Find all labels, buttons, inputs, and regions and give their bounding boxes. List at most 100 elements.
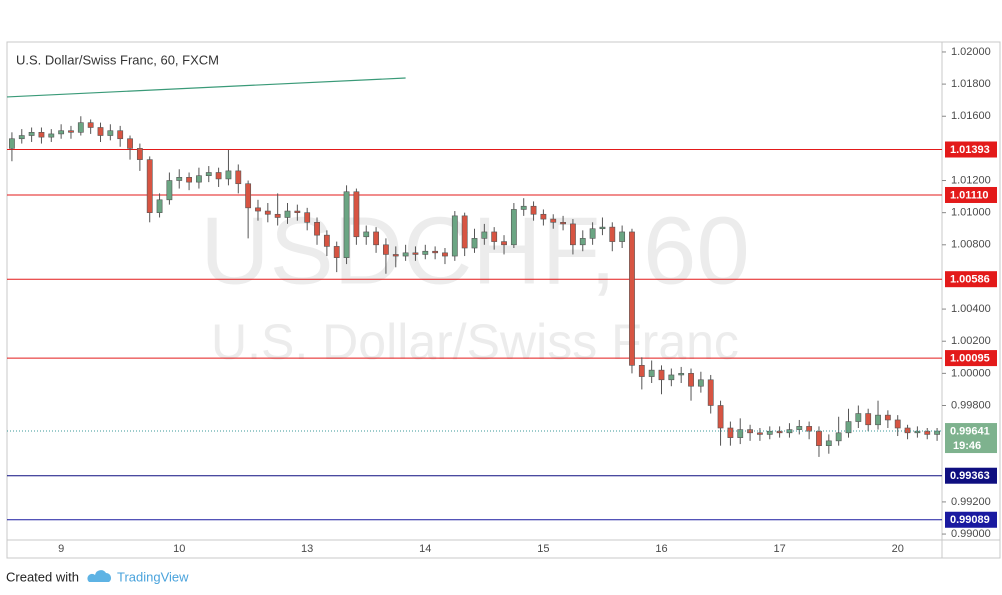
candle-body [697,379,704,387]
candle-body [786,429,793,434]
candle-body [884,414,891,421]
candle-body [727,427,734,438]
candle-body [491,231,498,242]
watermark-subtitle: U.S. Dollar/Swiss Franc [211,314,739,370]
trend-line [6,77,406,98]
candle-body [176,177,183,181]
candle-body [796,426,803,430]
candle-body [215,172,222,180]
logo-icon[interactable] [87,570,112,582]
candle-body [166,180,173,201]
candle-body [58,130,65,135]
y-tick-label: 0.99800 [951,399,991,411]
candle-body [432,250,439,254]
candle-body [333,246,340,258]
candle-body [865,413,872,426]
x-tick-label: 14 [419,543,431,555]
level-label: 1.01110 [950,189,989,201]
candle-body [107,130,114,136]
candle-body [629,231,635,366]
x-tick-label: 13 [301,543,313,555]
level-label-box [945,467,997,484]
candle-body [264,210,271,215]
candle-body [806,426,813,432]
level-label-box [945,271,997,288]
y-tick-label: 0.99200 [951,496,991,508]
candle-body [274,213,281,218]
candle-body [688,373,694,387]
candle-body [117,130,124,140]
candle-body [747,429,753,434]
tradingview-logo[interactable]: TradingView [87,569,189,584]
candle-body [235,170,242,185]
candle-body [97,127,104,136]
candle-body [501,241,507,246]
candle-body [48,133,55,138]
last-price-label: 0.99641 [950,425,990,437]
candle-body [668,374,675,381]
countdown-label: 19:46 [953,440,981,452]
candle-body [87,122,94,128]
y-tick-label: 1.00200 [951,335,991,347]
candle-body [383,244,389,255]
y-tick-label: 1.00400 [951,303,991,315]
candle-body [914,430,921,434]
candle-body [589,228,596,239]
candle-body [658,369,665,381]
candle-body [196,175,202,183]
candle-body [343,191,350,258]
candle-body [255,207,261,212]
candle-body [363,231,370,238]
candle-body [530,205,537,215]
candle-body [766,430,773,435]
candle-body [127,138,133,149]
x-tick-label: 10 [173,543,185,555]
x-tick-label: 20 [892,543,904,555]
candle-body [323,234,330,247]
candle-body [225,170,232,180]
candle-body [707,379,714,406]
footer-brand[interactable]: TradingView [117,569,189,584]
y-tick-label: 1.01800 [951,78,991,90]
candle-body [18,135,25,140]
candle-body [599,226,606,230]
candle-body [402,252,409,257]
candle-body [412,252,419,255]
candle-body [186,177,192,183]
candle-body [68,130,74,133]
candle-body [205,172,212,176]
candle-body [638,365,645,377]
candle-body [579,238,586,246]
chart-title: U.S. Dollar/Swiss Franc, 60, FXCM [16,52,219,67]
candle-body [284,210,291,218]
level-label: 1.00095 [950,352,990,364]
candle-body [825,440,832,446]
level-label: 1.00586 [950,274,990,286]
y-tick-label: 1.01200 [951,174,991,186]
candle-body [717,405,724,429]
candle-body [245,183,252,209]
candle-body [816,430,822,446]
level-label-box [945,186,997,203]
candle-body [451,215,458,257]
level-label-box [945,511,997,528]
x-tick-label: 15 [537,543,549,555]
footer-created: Created with [6,569,79,584]
candle-body [737,429,744,438]
candle-body [540,213,547,220]
last-price-box [945,423,997,454]
candle-body [510,209,517,246]
x-tick-label: 17 [773,543,785,555]
candle-body [373,231,379,246]
candle-body [156,199,163,213]
x-tick-label: 16 [655,543,667,555]
candle-body [934,430,940,435]
candle-body [9,138,15,149]
candle-body [304,212,311,223]
candle-body [461,215,468,249]
candle-body [422,250,429,255]
level-label: 1.01393 [950,144,990,156]
candle-body [294,210,301,213]
candle-body [678,373,685,376]
